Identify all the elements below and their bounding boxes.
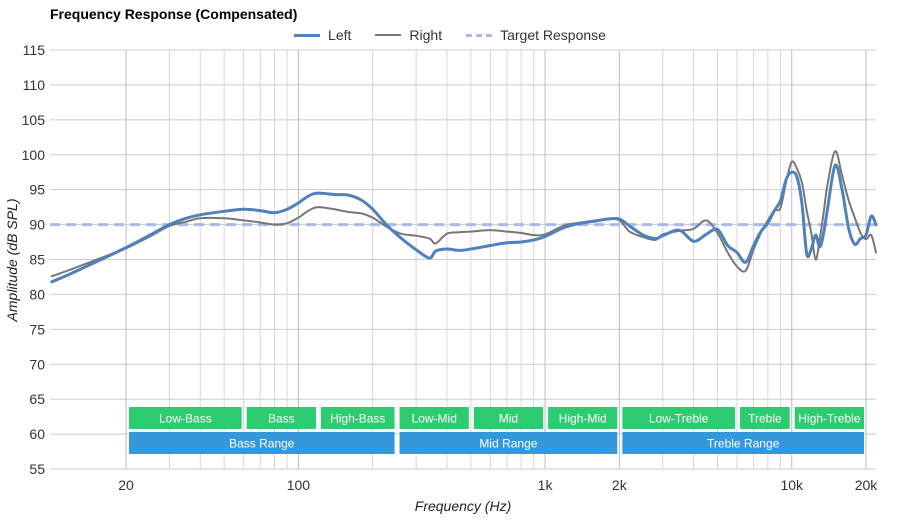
x-tick-label: 2k bbox=[612, 477, 628, 493]
x-tick-label: 20k bbox=[855, 477, 879, 493]
legend-item-target[interactable]: Target Response bbox=[466, 27, 606, 43]
band-label: Treble bbox=[748, 412, 782, 426]
series-line-left bbox=[50, 163, 878, 284]
band-label: High-Treble bbox=[798, 412, 861, 426]
band-label: High-Bass bbox=[330, 412, 385, 426]
x-axis-ticks: 20 100 1k 2k 10k 20k bbox=[118, 477, 878, 493]
y-tick-label: 115 bbox=[23, 42, 46, 58]
y-tick-label: 60 bbox=[29, 426, 45, 442]
band-box bbox=[548, 407, 618, 429]
band-box bbox=[320, 407, 395, 429]
band-label: Bass bbox=[268, 412, 295, 426]
band-label: High-Mid bbox=[559, 412, 607, 426]
legend: Left Right Target Response bbox=[0, 27, 900, 43]
band-box bbox=[399, 407, 469, 429]
y-tick-label: 105 bbox=[22, 112, 46, 128]
legend-item-left[interactable]: Left bbox=[294, 27, 351, 43]
y-tick-label: 70 bbox=[29, 356, 45, 372]
x-tick-label: 1k bbox=[538, 477, 554, 493]
y-tick-label: 90 bbox=[29, 217, 45, 233]
band-label: Low-Mid bbox=[412, 412, 457, 426]
x-axis-title: Frequency (Hz) bbox=[415, 498, 511, 514]
band-box bbox=[399, 432, 618, 454]
legend-label-target: Target Response bbox=[500, 27, 606, 43]
frequency-bands: Low-Bass Bass High-Bass Low-Mid Mid High-Mid L… bbox=[129, 407, 864, 454]
y-tick-label: 80 bbox=[29, 286, 45, 302]
y-tick-label: 55 bbox=[29, 461, 45, 477]
legend-label-left: Left bbox=[328, 27, 352, 43]
y-tick-label: 75 bbox=[29, 321, 45, 337]
band-box bbox=[473, 407, 544, 429]
band-box bbox=[129, 432, 395, 454]
legend-swatch-right bbox=[375, 34, 402, 36]
series-lines bbox=[50, 150, 878, 284]
y-tick-label: 85 bbox=[29, 252, 45, 268]
band-box bbox=[740, 407, 790, 429]
band-label: Mid bbox=[499, 412, 518, 426]
x-tick-label: 10k bbox=[780, 477, 804, 493]
y-axis-title: Amplitude (dB SPL) bbox=[4, 199, 20, 323]
y-tick-label: 110 bbox=[23, 77, 46, 93]
y-tick-label: 100 bbox=[22, 147, 46, 163]
band-label: Low-Treble bbox=[649, 412, 709, 426]
band-label: Bass Range bbox=[229, 437, 295, 451]
legend-swatch-left bbox=[294, 33, 321, 37]
legend-item-right[interactable]: Right bbox=[375, 27, 442, 43]
band-label: Treble Range bbox=[707, 437, 780, 451]
chart-title: Frequency Response (Compensated) bbox=[50, 6, 298, 22]
legend-label-right: Right bbox=[409, 27, 443, 43]
grid bbox=[50, 49, 876, 470]
band-box bbox=[794, 407, 864, 429]
band-label: Mid Range bbox=[479, 437, 537, 451]
series-line-right bbox=[50, 150, 877, 278]
band-box bbox=[622, 432, 864, 454]
y-tick-label: 65 bbox=[29, 391, 45, 407]
band-box bbox=[246, 407, 316, 429]
y-axis-ticks: 55 60 65 70 75 80 85 90 95 100 105 110 115 bbox=[22, 42, 46, 477]
band-label: Low-Bass bbox=[159, 412, 212, 426]
x-tick-label: 20 bbox=[118, 477, 134, 493]
legend-swatch-target bbox=[466, 33, 493, 37]
y-tick-label: 95 bbox=[29, 182, 45, 198]
x-tick-label: 100 bbox=[287, 477, 311, 493]
band-box bbox=[622, 407, 736, 429]
band-box bbox=[129, 407, 242, 429]
